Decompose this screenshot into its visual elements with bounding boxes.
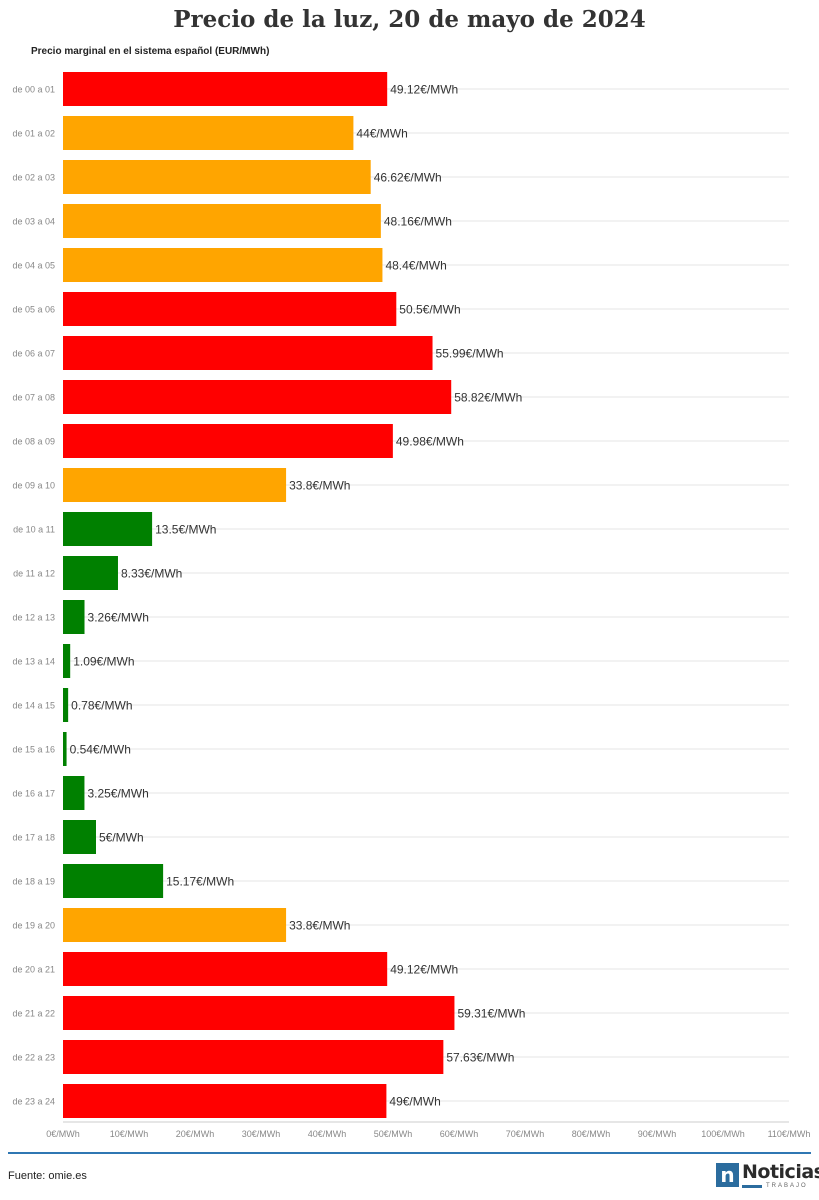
bar <box>63 1040 444 1074</box>
brand-logo: n Noticias TRABAJO <box>716 1161 819 1192</box>
data-label: 0.78€/MWh <box>71 699 132 713</box>
logo-wordmark: Noticias <box>742 1161 819 1183</box>
x-tick-label: 110€/MWh <box>768 1129 811 1139</box>
x-tick-label: 10€/MWh <box>110 1129 149 1139</box>
bar <box>63 776 85 810</box>
bar <box>63 688 69 722</box>
bar-chart: de 00 a 01 49.12€/MWh de 01 a 02 44€/MWh de … <box>12 72 811 1139</box>
data-label: 33.8€/MWh <box>289 919 350 933</box>
bar <box>63 248 383 282</box>
data-label: 0.54€/MWh <box>70 743 131 757</box>
x-tick-label: 20€/MWh <box>176 1129 215 1139</box>
y-tick-label: de 21 a 22 <box>12 1009 55 1019</box>
bar <box>63 996 455 1030</box>
data-label: 46.62€/MWh <box>374 171 442 185</box>
bar <box>63 72 388 106</box>
y-tick-label: de 03 a 04 <box>12 217 55 227</box>
data-label: 1.09€/MWh <box>73 655 134 669</box>
y-tick-label: de 13 a 14 <box>12 657 55 667</box>
footer-divider <box>8 1152 811 1154</box>
bar <box>63 292 397 326</box>
y-tick-label: de 22 a 23 <box>12 1053 55 1063</box>
x-tick-label: 80€/MWh <box>572 1129 611 1139</box>
data-label: 49€/MWh <box>389 1095 440 1109</box>
logo-subtitle: TRABAJO <box>766 1183 808 1189</box>
bar <box>63 908 287 942</box>
data-label: 49.12€/MWh <box>390 963 458 977</box>
bar <box>63 952 388 986</box>
bar <box>63 864 164 898</box>
chart-subtitle: Precio marginal en el sistema español (E… <box>31 46 270 57</box>
data-label: 8.33€/MWh <box>121 567 182 581</box>
y-tick-label: de 04 a 05 <box>12 261 55 271</box>
x-tick-label: 70€/MWh <box>506 1129 545 1139</box>
data-label: 55.99€/MWh <box>436 347 504 361</box>
logo-mark-icon: n <box>716 1163 739 1187</box>
y-tick-label: de 15 a 16 <box>12 745 55 755</box>
data-label: 50.5€/MWh <box>399 303 460 317</box>
logo-underline <box>742 1185 762 1188</box>
x-tick-label: 100€/MWh <box>701 1129 745 1139</box>
y-tick-label: de 14 a 15 <box>12 701 55 711</box>
bar <box>63 204 381 238</box>
bar <box>63 336 433 370</box>
x-tick-label: 0€/MWh <box>46 1129 80 1139</box>
y-tick-label: de 09 a 10 <box>12 481 55 491</box>
y-tick-label: de 06 a 07 <box>12 349 55 359</box>
y-tick-label: de 23 a 24 <box>12 1097 55 1107</box>
data-label: 44€/MWh <box>356 127 407 141</box>
data-label: 49.12€/MWh <box>390 83 458 97</box>
bar <box>63 424 393 458</box>
bar <box>63 468 287 502</box>
y-tick-label: de 00 a 01 <box>12 85 55 95</box>
bar <box>63 820 96 854</box>
y-tick-label: de 05 a 06 <box>12 305 55 315</box>
x-tick-label: 90€/MWh <box>638 1129 677 1139</box>
data-label: 3.26€/MWh <box>88 611 149 625</box>
data-label: 48.16€/MWh <box>384 215 452 229</box>
y-tick-label: de 07 a 08 <box>12 393 55 403</box>
x-tick-label: 30€/MWh <box>242 1129 281 1139</box>
bar <box>63 512 153 546</box>
data-label: 15.17€/MWh <box>166 875 234 889</box>
bar <box>63 116 354 150</box>
x-tick-label: 50€/MWh <box>374 1129 413 1139</box>
y-tick-label: de 20 a 21 <box>12 965 55 975</box>
data-label: 48.4€/MWh <box>385 259 446 273</box>
y-tick-label: de 10 a 11 <box>13 525 55 535</box>
bar <box>63 160 371 194</box>
data-label: 3.25€/MWh <box>87 787 148 801</box>
y-tick-label: de 18 a 19 <box>12 877 55 887</box>
bar <box>63 380 452 414</box>
y-tick-label: de 11 a 12 <box>13 569 55 579</box>
data-label: 59.31€/MWh <box>457 1007 525 1021</box>
data-label: 49.98€/MWh <box>396 435 464 449</box>
data-label: 33.8€/MWh <box>289 479 350 493</box>
y-tick-label: de 12 a 13 <box>12 613 55 623</box>
y-tick-label: de 08 a 09 <box>12 437 55 447</box>
y-tick-label: de 17 a 18 <box>12 833 55 843</box>
y-tick-label: de 02 a 03 <box>12 173 55 183</box>
bar <box>63 732 67 766</box>
bar <box>63 644 71 678</box>
data-label: 5€/MWh <box>99 831 144 845</box>
bar <box>63 1084 387 1118</box>
bar <box>63 600 85 634</box>
data-label: 58.82€/MWh <box>454 391 522 405</box>
x-tick-label: 40€/MWh <box>308 1129 347 1139</box>
source-note: Fuente: omie.es <box>8 1170 87 1182</box>
chart-title: Precio de la luz, 20 de mayo de 2024 <box>173 6 646 33</box>
data-label: 13.5€/MWh <box>155 523 216 537</box>
y-tick-label: de 19 a 20 <box>12 921 55 931</box>
data-label: 57.63€/MWh <box>446 1051 514 1065</box>
bar <box>63 556 118 590</box>
x-tick-label: 60€/MWh <box>440 1129 479 1139</box>
y-tick-label: de 01 a 02 <box>12 129 55 139</box>
y-tick-label: de 16 a 17 <box>12 789 55 799</box>
